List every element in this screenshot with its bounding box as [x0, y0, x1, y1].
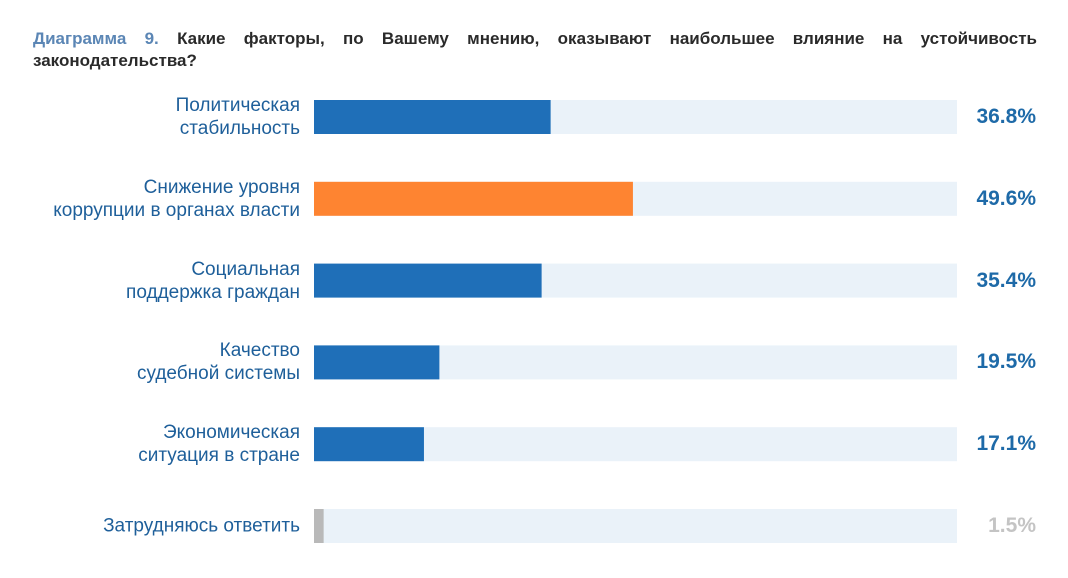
bar — [314, 181, 633, 216]
value-label: 35.4% — [976, 268, 1036, 292]
category-label: Политическая стабильность — [175, 95, 300, 139]
category-label: Качество судебной системы — [136, 340, 300, 385]
category-label: Снижение уровня коррупции в органах влас… — [53, 176, 300, 221]
bar-track — [314, 509, 957, 543]
value-label: 17.1% — [976, 432, 1036, 456]
value-label: 49.6% — [976, 186, 1036, 210]
bar — [314, 509, 324, 543]
category-label: Социальная поддержка граждан — [126, 258, 300, 303]
category-label: Экономическая ситуация в стране — [138, 422, 300, 467]
bar — [314, 345, 440, 380]
chart-title: Какие факторы, по Вашему мнению, оказыва… — [33, 29, 1038, 70]
bar — [314, 263, 542, 298]
title-block: Диаграмма 9. Какие факторы, по Вашему мн… — [33, 28, 1037, 72]
chart-title-prefix: Диаграмма 9. — [33, 29, 159, 48]
value-label: 1.5% — [988, 514, 1036, 537]
value-label: 19.5% — [976, 350, 1036, 374]
bar — [314, 100, 551, 134]
bar — [314, 427, 424, 462]
category-label: Затрудняюсь ответить — [103, 515, 300, 537]
value-label: 36.8% — [976, 105, 1036, 128]
